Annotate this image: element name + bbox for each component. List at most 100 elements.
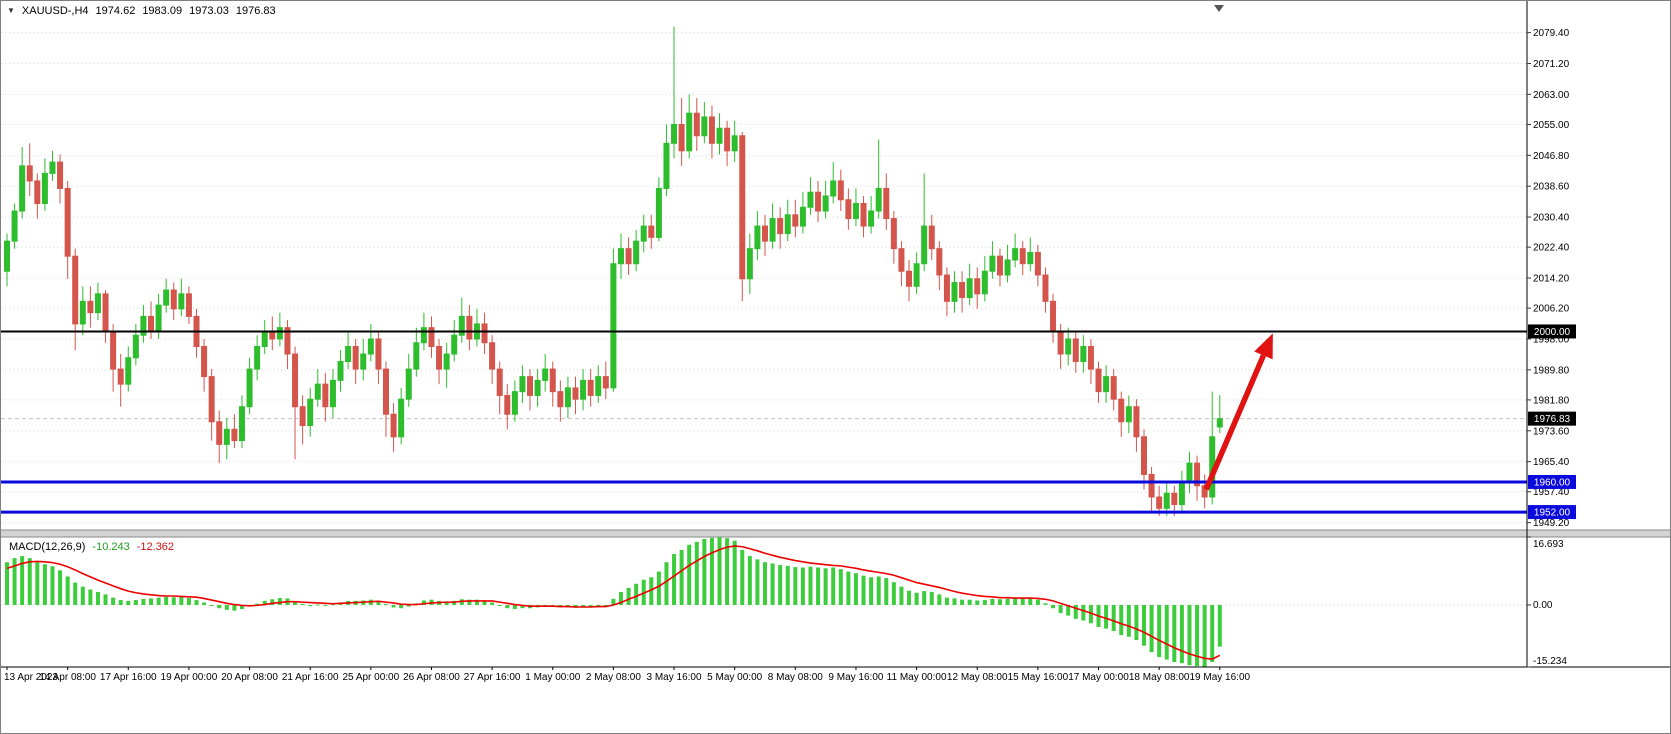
macd-bar bbox=[763, 562, 767, 605]
candle-body bbox=[542, 368, 549, 381]
candle-body bbox=[1156, 496, 1163, 509]
macd-bar bbox=[694, 541, 699, 605]
candle-body bbox=[246, 368, 253, 408]
candle-body bbox=[731, 135, 738, 152]
candle-body bbox=[72, 255, 79, 325]
macd-bar bbox=[232, 604, 237, 611]
candle-body bbox=[34, 180, 41, 205]
macd-bar bbox=[171, 597, 176, 605]
candle-body bbox=[640, 225, 647, 242]
macd-bar bbox=[687, 544, 692, 605]
macd-bar bbox=[869, 577, 874, 605]
time-tick-label: 8 May 08:00 bbox=[768, 672, 823, 683]
macd-bar bbox=[1210, 604, 1215, 662]
macd-bar bbox=[452, 600, 457, 605]
macd-bar bbox=[88, 589, 93, 605]
price-tick-label: 1973.60 bbox=[1533, 426, 1570, 437]
candle-body bbox=[602, 376, 609, 389]
candle-body bbox=[231, 428, 238, 442]
candle-body bbox=[451, 334, 458, 355]
chart-header: ▼ XAUUSD-,H4 1974.62 1983.09 1973.03 197… bbox=[7, 5, 276, 17]
candle-body bbox=[724, 127, 731, 152]
price-badge bbox=[1528, 411, 1576, 426]
macd-bar bbox=[702, 539, 707, 605]
macd-bar bbox=[709, 537, 714, 605]
macd-bar bbox=[73, 582, 78, 605]
candle-body bbox=[572, 387, 579, 400]
candle-body bbox=[1103, 376, 1110, 393]
candle-body bbox=[852, 203, 859, 220]
macd-bar bbox=[164, 596, 169, 605]
macd-bar bbox=[672, 554, 677, 605]
candle-body bbox=[534, 379, 541, 396]
macd-bar bbox=[853, 573, 858, 605]
candle-body bbox=[1148, 473, 1155, 498]
time-tick-label: 19 Apr 00:00 bbox=[161, 672, 218, 683]
candle-body bbox=[754, 225, 761, 250]
time-tick-label: 21 Apr 16:00 bbox=[282, 672, 339, 683]
candle-body bbox=[890, 218, 897, 250]
macd-bar bbox=[1035, 599, 1040, 605]
macd-name: MACD(12,26,9) bbox=[9, 541, 86, 553]
candle-body bbox=[125, 357, 132, 385]
candle-body bbox=[807, 191, 814, 208]
macd-bar bbox=[270, 599, 275, 605]
macd-bar bbox=[490, 602, 495, 605]
candle-body bbox=[678, 123, 685, 152]
candle-body bbox=[1110, 376, 1117, 400]
candle-body bbox=[966, 278, 973, 299]
one-click-trading-toggle-icon[interactable]: ▼ bbox=[7, 6, 15, 15]
candle-body bbox=[1050, 300, 1057, 332]
macd-bar bbox=[816, 567, 821, 605]
candle-body bbox=[307, 398, 314, 427]
trend-arrow[interactable] bbox=[1203, 333, 1273, 491]
macd-bar bbox=[42, 564, 47, 605]
candle-body bbox=[1087, 345, 1094, 370]
macd-bar bbox=[293, 601, 298, 605]
macd-bar bbox=[1073, 604, 1078, 619]
pane-separator[interactable] bbox=[1, 530, 1671, 537]
macd-bar bbox=[952, 598, 957, 605]
macd-main-value: -10.243 bbox=[92, 541, 130, 553]
macd-bar bbox=[300, 603, 305, 605]
macd-bar bbox=[997, 599, 1002, 605]
candle-body bbox=[883, 187, 890, 220]
macd-bar bbox=[1119, 604, 1124, 636]
candle-body bbox=[701, 116, 708, 137]
candle-body bbox=[921, 225, 928, 265]
macd-bar bbox=[1202, 604, 1207, 667]
macd-bar bbox=[376, 600, 381, 605]
macd-bar bbox=[914, 592, 919, 605]
price-axis[interactable]: 2079.40 2071.20 2063.00 2055.00 2046.80 2038.… bbox=[1527, 28, 1576, 668]
macd-bar bbox=[899, 586, 904, 605]
time-tick-label: 15 May 16:00 bbox=[1008, 672, 1069, 683]
trend-arrow-head bbox=[1254, 333, 1273, 360]
macd-bar bbox=[937, 594, 942, 605]
macd-signal-line bbox=[6, 545, 1221, 660]
macd-bar bbox=[330, 604, 335, 606]
price-tick-label: 2038.60 bbox=[1533, 182, 1570, 193]
macd-bar bbox=[5, 562, 9, 605]
candle-body bbox=[466, 315, 473, 340]
candle-body bbox=[57, 161, 64, 189]
time-tick-label: 13 Apr 2023 bbox=[4, 672, 58, 683]
candle-body bbox=[1019, 248, 1026, 265]
macd-bar bbox=[664, 562, 669, 605]
macd-bar bbox=[126, 600, 131, 605]
candle-body bbox=[671, 123, 678, 144]
chart-shift-marker-icon[interactable] bbox=[1214, 5, 1224, 12]
candle-body bbox=[269, 330, 276, 340]
macd-bar bbox=[611, 598, 616, 605]
macd-bar bbox=[1028, 598, 1033, 605]
candle-body bbox=[1034, 251, 1041, 276]
macd-bar bbox=[1051, 604, 1056, 609]
macd-bar bbox=[262, 600, 267, 605]
candle-body bbox=[413, 342, 420, 370]
candle-body bbox=[951, 282, 958, 302]
candle-body bbox=[875, 187, 882, 212]
candle-body bbox=[1141, 436, 1147, 475]
candle-body bbox=[284, 327, 291, 355]
candle-body bbox=[276, 327, 283, 340]
